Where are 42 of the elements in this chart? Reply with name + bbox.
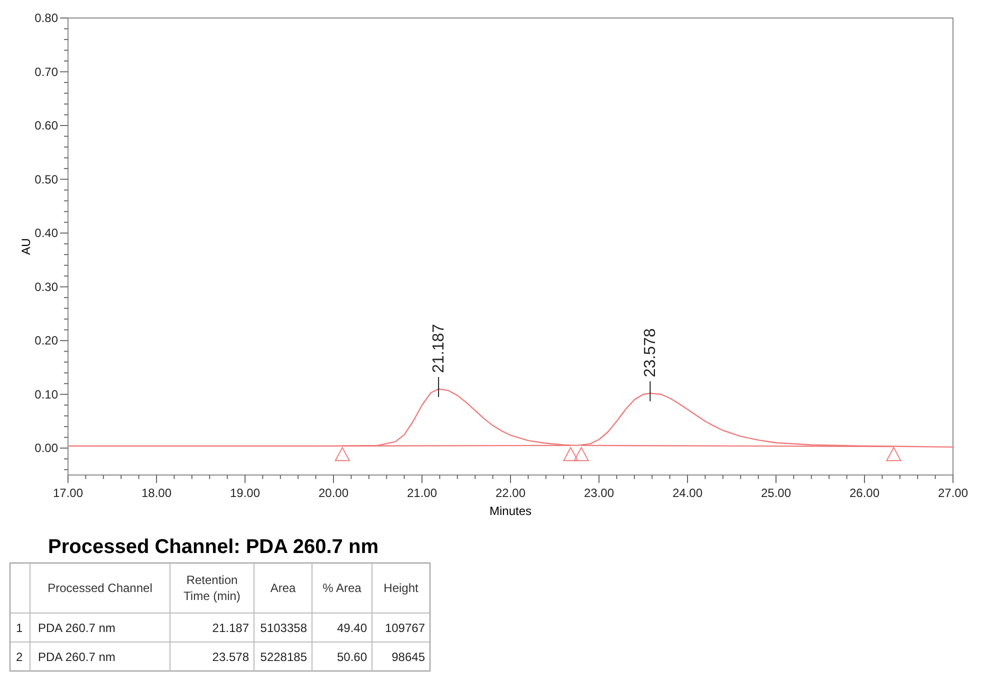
category-label: Height	[384, 581, 420, 595]
x-tick-label: 27.00	[938, 486, 968, 500]
y-tick-label: 0.00	[34, 441, 58, 456]
text: 1	[16, 621, 23, 635]
x-tick-label: 26.00	[849, 486, 880, 500]
y-tick-label: 0.60	[34, 118, 58, 133]
text: Processed Channel: PDA 260.7 nm	[48, 536, 378, 558]
y-tick-label: 0.80	[34, 11, 58, 25]
x-tick-label: 17.00	[52, 486, 84, 500]
text: 109767	[384, 621, 425, 635]
y-axis-title: AU	[19, 238, 33, 255]
text: PDA 260.7 nm	[38, 621, 116, 635]
text: 23.578	[212, 650, 249, 664]
category-label: % Area	[322, 581, 362, 595]
annotation: 21.187	[430, 324, 448, 373]
y-tick-label: 0.40	[34, 226, 58, 240]
x-tick-label: 23.00	[584, 486, 614, 500]
text: PDA 260.7 nm	[38, 650, 116, 664]
category-label: Retention Time (min)	[184, 573, 240, 603]
x-tick-label: 22.00	[495, 486, 526, 500]
x-tick-label: 21.00	[406, 486, 438, 500]
x-tick-label: 25.00	[760, 486, 792, 500]
y-tick-label: 0.70	[34, 64, 58, 79]
text: 5103358	[260, 621, 307, 635]
text: 5228185	[260, 650, 307, 664]
x-tick-label: 19.00	[230, 486, 260, 500]
text: 49.40	[336, 621, 367, 635]
category-label: Processed Channel	[48, 581, 152, 595]
text: 50.60	[336, 650, 367, 664]
text: 98645	[392, 650, 425, 664]
text: 2	[16, 650, 23, 664]
y-tick-label: 0.10	[34, 387, 58, 402]
x-tick-label: 24.00	[672, 486, 703, 500]
x-axis-title: Minutes	[489, 504, 532, 518]
y-tick-label: 0.30	[34, 280, 58, 294]
x-tick-label: 20.00	[318, 486, 349, 500]
category-label: Area	[270, 581, 296, 595]
y-tick-label: 0.20	[34, 334, 58, 348]
y-tick-label: 0.50	[34, 172, 58, 186]
annotation: 23.578	[642, 328, 660, 378]
x-tick-label: 18.00	[141, 486, 172, 500]
text: 21.187	[212, 621, 249, 635]
